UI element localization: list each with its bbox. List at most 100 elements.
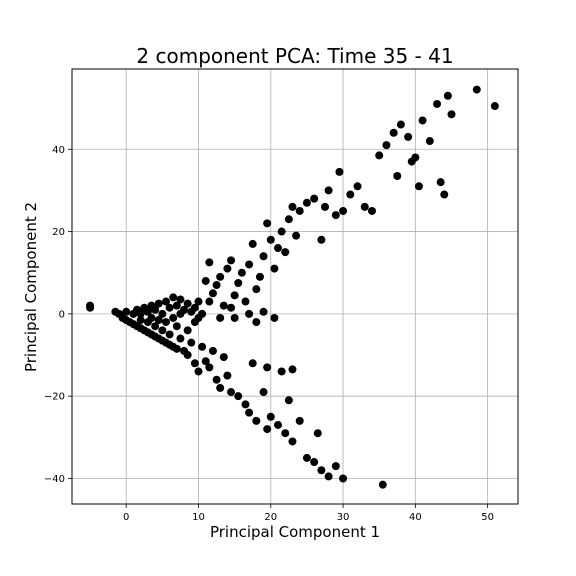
- data-point: [169, 313, 178, 322]
- data-point: [346, 190, 355, 199]
- data-point: [281, 248, 290, 257]
- data-point: [216, 313, 225, 322]
- y-tick-label: 40: [52, 145, 65, 156]
- data-point: [263, 425, 272, 434]
- data-point: [339, 206, 348, 215]
- data-point: [194, 297, 203, 306]
- data-point: [433, 99, 442, 108]
- data-point: [245, 260, 254, 269]
- data-point: [310, 458, 319, 467]
- data-point: [436, 178, 445, 187]
- data-point: [274, 244, 283, 253]
- data-point: [205, 297, 214, 306]
- data-point: [122, 307, 131, 316]
- data-point: [263, 363, 272, 372]
- data-point: [165, 330, 174, 339]
- data-point: [335, 167, 344, 176]
- data-point: [255, 272, 264, 281]
- data-point: [172, 301, 181, 310]
- data-point: [331, 211, 340, 220]
- data-point: [227, 256, 236, 265]
- data-point: [274, 420, 283, 429]
- data-point: [411, 153, 420, 162]
- data-point: [208, 289, 217, 298]
- data-point: [234, 392, 243, 401]
- data-point: [161, 297, 170, 306]
- data-point: [151, 305, 160, 314]
- data-point: [248, 239, 257, 248]
- data-point: [223, 371, 232, 380]
- x-tick-label: 20: [264, 512, 277, 523]
- data-point: [136, 309, 145, 318]
- y-tick-label: −20: [44, 392, 65, 403]
- data-point: [205, 258, 214, 267]
- data-point: [143, 307, 152, 316]
- data-point: [472, 85, 481, 94]
- data-point: [252, 285, 261, 294]
- data-point: [360, 202, 369, 211]
- data-point: [190, 303, 199, 312]
- data-point: [227, 388, 236, 397]
- y-tick-label: 0: [59, 309, 65, 320]
- data-point: [288, 202, 297, 211]
- data-point: [288, 437, 297, 446]
- data-point: [154, 299, 163, 308]
- data-point: [331, 462, 340, 471]
- data-point: [339, 474, 348, 483]
- data-point: [324, 472, 333, 481]
- data-point: [216, 272, 225, 281]
- data-point: [241, 400, 250, 409]
- data-point: [266, 235, 275, 244]
- data-point: [241, 297, 250, 306]
- data-point: [169, 293, 178, 302]
- data-point: [219, 301, 228, 310]
- data-point: [158, 326, 167, 335]
- data-points: [86, 85, 499, 489]
- data-point: [418, 116, 427, 125]
- data-point: [443, 91, 452, 100]
- data-point: [198, 309, 207, 318]
- data-point: [147, 313, 156, 322]
- data-point: [227, 303, 236, 312]
- data-point: [396, 120, 405, 129]
- data-point: [490, 102, 499, 111]
- x-tick-label: 40: [409, 512, 422, 523]
- data-point: [288, 365, 297, 374]
- data-point: [187, 338, 196, 347]
- data-point: [263, 219, 272, 228]
- data-point: [440, 190, 449, 199]
- data-point: [353, 182, 362, 191]
- data-point: [266, 412, 275, 421]
- data-point: [292, 231, 301, 240]
- data-point: [277, 227, 286, 236]
- data-point: [212, 281, 221, 290]
- data-point: [201, 276, 210, 285]
- x-tick-label: 10: [192, 512, 205, 523]
- data-point: [219, 353, 228, 362]
- data-point: [136, 316, 145, 325]
- data-point: [302, 453, 311, 462]
- data-point: [172, 344, 181, 353]
- data-point: [230, 291, 239, 300]
- data-point: [295, 416, 304, 425]
- data-point: [313, 429, 322, 438]
- data-point: [172, 322, 181, 331]
- data-point: [223, 264, 232, 273]
- data-point: [414, 182, 423, 191]
- data-point: [201, 357, 210, 366]
- data-point: [281, 429, 290, 438]
- data-point: [237, 268, 246, 277]
- data-point: [284, 396, 293, 405]
- data-point: [208, 346, 217, 355]
- data-point: [302, 198, 311, 207]
- data-point: [161, 318, 170, 327]
- data-point: [248, 359, 257, 368]
- data-point: [259, 388, 268, 397]
- data-point: [183, 326, 192, 335]
- data-point: [425, 137, 434, 146]
- data-point: [230, 313, 239, 322]
- data-point: [252, 318, 261, 327]
- data-point: [310, 194, 319, 203]
- y-axis-ticks: −40 −20 0 20 40: [44, 145, 72, 485]
